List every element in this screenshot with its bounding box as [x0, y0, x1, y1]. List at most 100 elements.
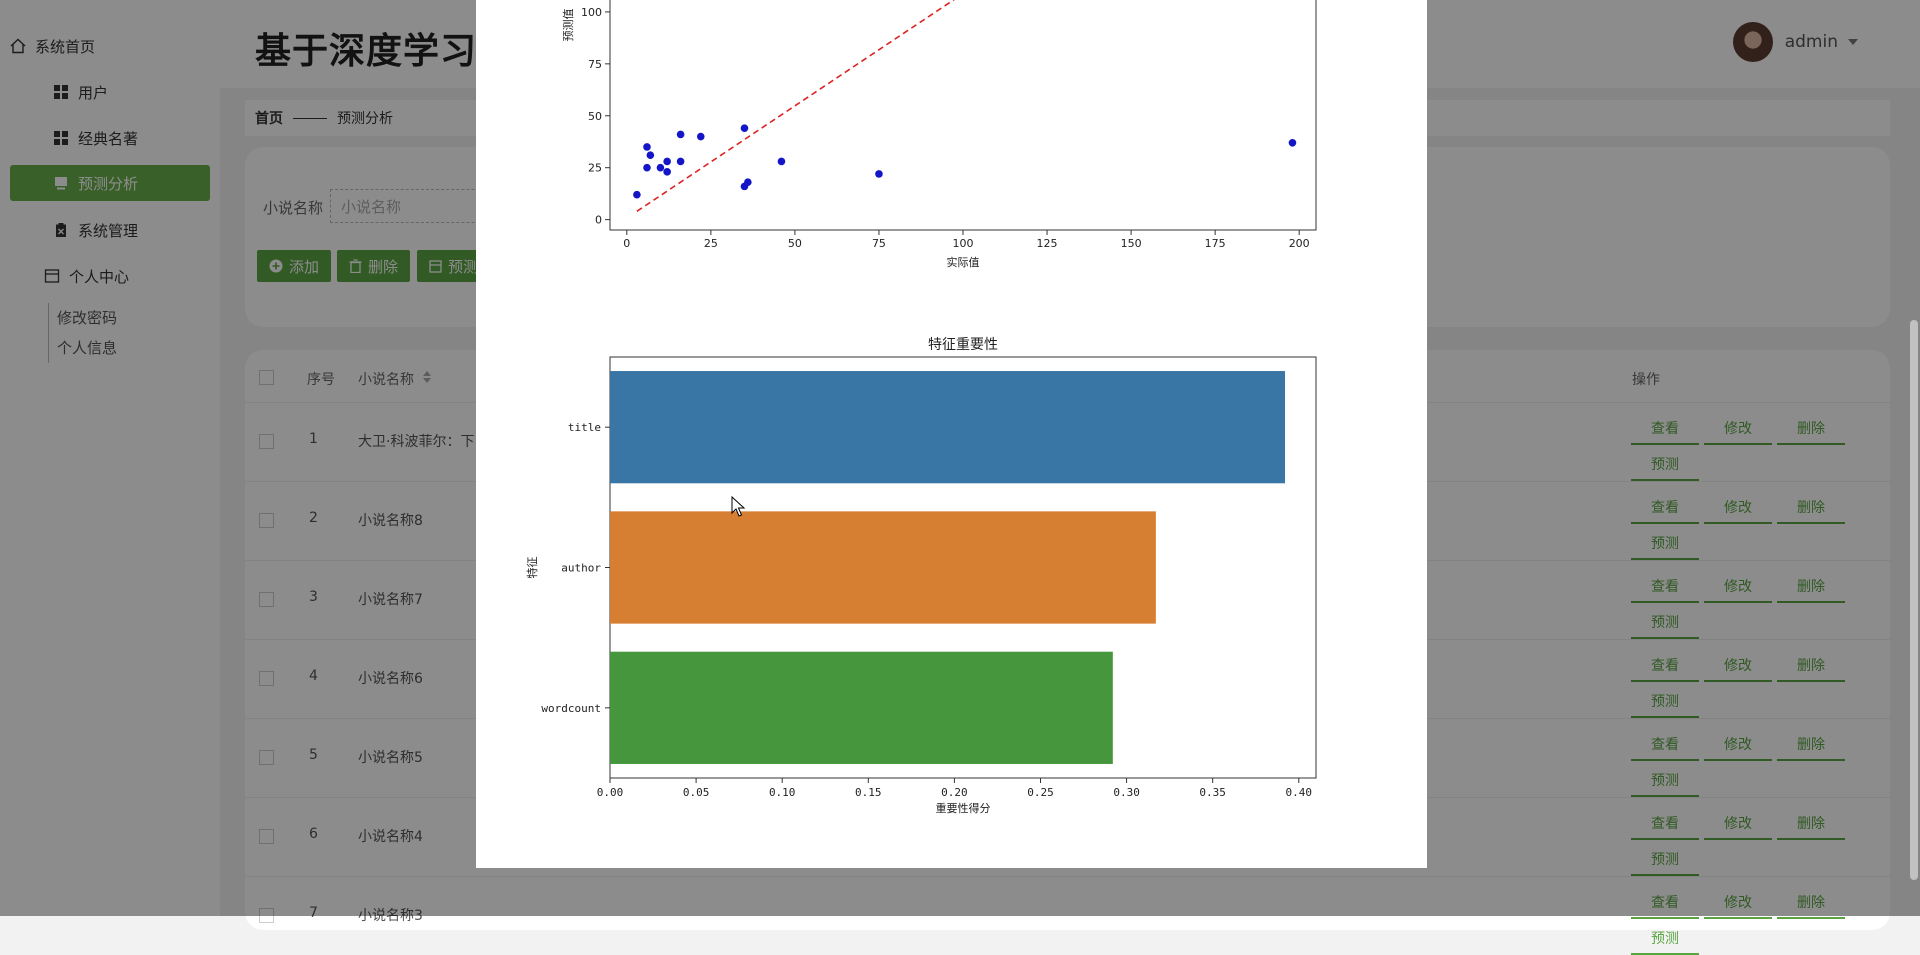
- edit-button[interactable]: 修改: [1704, 492, 1772, 524]
- delete-row-button[interactable]: 删除: [1777, 492, 1845, 524]
- prediction-charts: 0 25 50 75 100 125 150 175 200 0 25 50 75 100 实际值 预测值 特…: [525, 0, 1317, 815]
- add-button-label: 添加: [289, 257, 320, 276]
- window-icon: [44, 269, 60, 283]
- x-tick-label: 25: [704, 237, 718, 250]
- x-axis-label: 重要性得分: [936, 801, 991, 815]
- scatter-point: [643, 163, 651, 172]
- row-index: 2: [309, 510, 318, 526]
- y-tick-label: 25: [588, 162, 602, 175]
- avatar: [1732, 22, 1773, 62]
- breadcrumb-current: 预测分析: [337, 111, 393, 127]
- y-tick-label: 100: [581, 6, 602, 19]
- bar-author: [610, 511, 1156, 624]
- user-menu[interactable]: admin: [1732, 22, 1860, 62]
- row-checkbox[interactable]: [259, 829, 274, 844]
- x-tick-label: 150: [1121, 237, 1142, 250]
- table-header: 序号 小说名称 操作: [245, 350, 1890, 402]
- row-index: 3: [309, 589, 318, 605]
- header-ops: 操作: [1632, 372, 1660, 388]
- scatter-point: [696, 132, 705, 141]
- edit-button[interactable]: 修改: [1704, 650, 1772, 682]
- delete-button[interactable]: 删除: [337, 250, 411, 282]
- x-tick-label: 0.40: [1286, 786, 1313, 799]
- view-button[interactable]: 查看: [1631, 808, 1699, 840]
- home-icon: [10, 38, 26, 54]
- x-tick-label: 0.15: [855, 786, 882, 799]
- view-button[interactable]: 查看: [1631, 413, 1699, 445]
- sidebar-item-system[interactable]: 系统管理: [10, 212, 210, 248]
- row-checkbox[interactable]: [259, 434, 274, 449]
- predict-row-button[interactable]: 预测: [1631, 923, 1699, 955]
- scatter-point: [633, 190, 641, 199]
- x-tick-label: 50: [788, 237, 802, 250]
- sidebar-item-label: 用户: [78, 83, 109, 102]
- edit-button[interactable]: 修改: [1704, 729, 1772, 761]
- grid-icon: [54, 85, 68, 99]
- prediction-modal: 0 25 50 75 100 125 150 175 200 0 25 50 75 100 实际值 预测值 特…: [476, 0, 1427, 868]
- category-label: wordcount: [541, 702, 601, 715]
- edit-button[interactable]: 修改: [1704, 413, 1772, 445]
- header-index: 序号: [307, 372, 335, 388]
- submenu-change-password[interactable]: 修改密码: [57, 309, 118, 327]
- predict-row-button[interactable]: 预测: [1631, 686, 1699, 718]
- x-tick-label: 75: [872, 237, 886, 250]
- sidebar-item-home[interactable]: 系统首页: [10, 28, 210, 64]
- site-title: 基于深度学习的: [255, 31, 515, 72]
- sidebar-item-label: 经典名著: [78, 129, 139, 148]
- username: admin: [1784, 32, 1838, 52]
- submenu-personal-info[interactable]: 个人信息: [57, 339, 118, 357]
- scatter-point: [744, 178, 752, 187]
- sidebar-item-label: 系统管理: [78, 221, 139, 240]
- delete-row-button[interactable]: 删除: [1777, 808, 1845, 840]
- scatter-plot-area: [609, 0, 1317, 231]
- predict-row-button[interactable]: 预测: [1631, 528, 1699, 560]
- predict-row-button[interactable]: 预测: [1631, 607, 1699, 639]
- sidebar-item-profile[interactable]: 个人中心: [10, 258, 210, 294]
- y-axis-label: 预测值: [562, 9, 575, 42]
- x-tick-label: 100: [953, 237, 974, 250]
- chart-title: 特征重要性: [928, 337, 998, 353]
- x-tick-label: 0.05: [683, 786, 710, 799]
- chevron-down-icon: [1848, 39, 1858, 45]
- row-index: 1: [309, 431, 318, 447]
- reference-line: [636, 0, 955, 212]
- sort-icon[interactable]: [422, 370, 432, 384]
- table-icon: [429, 259, 442, 273]
- bar-wordcount: [610, 651, 1113, 764]
- edit-button[interactable]: 修改: [1704, 808, 1772, 840]
- row-checkbox[interactable]: [259, 750, 274, 765]
- sidebar-item-users[interactable]: 用户: [10, 74, 210, 110]
- y-tick-label: 0: [595, 214, 602, 227]
- header-name[interactable]: 小说名称: [358, 372, 414, 388]
- scatter-point: [1288, 138, 1297, 147]
- x-tick-label: 0: [623, 237, 630, 250]
- view-button[interactable]: 查看: [1631, 571, 1699, 603]
- row-name: 小说名称5: [358, 750, 423, 766]
- row-index: 4: [309, 668, 318, 684]
- delete-row-button[interactable]: 删除: [1777, 650, 1845, 682]
- view-button[interactable]: 查看: [1631, 492, 1699, 524]
- delete-row-button[interactable]: 删除: [1777, 413, 1845, 445]
- delete-row-button[interactable]: 删除: [1777, 571, 1845, 603]
- x-axis-label: 实际值: [947, 255, 980, 269]
- search-label: 小说名称: [263, 199, 324, 217]
- predict-row-button[interactable]: 预测: [1631, 844, 1699, 876]
- edit-button[interactable]: 修改: [1704, 571, 1772, 603]
- view-button[interactable]: 查看: [1631, 650, 1699, 682]
- add-button[interactable]: 添加: [257, 250, 332, 282]
- sidebar-item-classics[interactable]: 经典名著: [10, 120, 210, 156]
- row-checkbox[interactable]: [259, 592, 274, 607]
- select-all-checkbox[interactable]: [259, 370, 274, 385]
- row-checkbox[interactable]: [259, 671, 274, 686]
- predict-row-button[interactable]: 预测: [1631, 765, 1699, 797]
- scatter-point: [656, 163, 665, 172]
- view-button[interactable]: 查看: [1631, 729, 1699, 761]
- sidebar-item-prediction[interactable]: 预测分析: [10, 165, 210, 201]
- predict-row-button[interactable]: 预测: [1631, 449, 1699, 481]
- row-checkbox[interactable]: [259, 513, 274, 528]
- page-scrollbar[interactable]: [1910, 320, 1918, 880]
- breadcrumb-home[interactable]: 首页: [255, 111, 283, 127]
- delete-row-button[interactable]: 删除: [1777, 729, 1845, 761]
- x-tick-label: 0.25: [1027, 786, 1054, 799]
- row-index: 7: [309, 905, 318, 921]
